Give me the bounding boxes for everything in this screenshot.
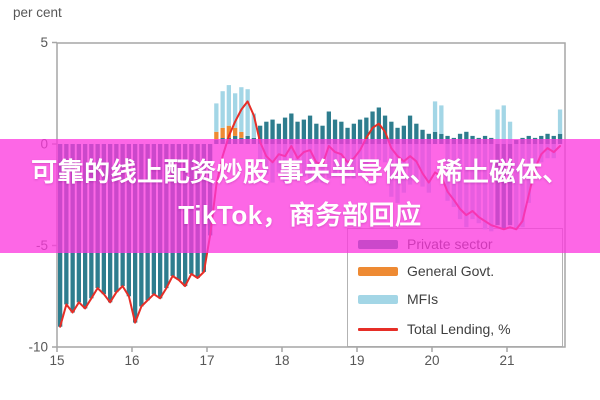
bar-segment (251, 113, 256, 138)
x-tick-label: 15 (49, 353, 64, 368)
general-govt-swatch-icon (358, 266, 398, 276)
x-axis: 15 16 17 18 19 20 21 (49, 347, 515, 368)
bar-segment (220, 91, 225, 128)
legend-item-total-lending: Total Lending, % (358, 320, 511, 338)
mfis-swatch-icon (358, 294, 398, 304)
x-tick-label: 16 (124, 353, 139, 368)
bar-segment (245, 89, 250, 136)
x-tick-label: 18 (274, 353, 289, 368)
bar-segment (239, 131, 244, 138)
y-axis-unit-label: per cent (13, 5, 62, 20)
legend-item-general-govt: General Govt. (358, 262, 494, 280)
bar-segment (439, 105, 444, 134)
x-tick-label: 21 (499, 353, 514, 368)
bar-segment (239, 87, 244, 132)
legend-label: MFIs (407, 291, 439, 307)
legend-item-mfis: MFIs (358, 290, 438, 308)
x-tick-label: 20 (424, 353, 439, 368)
promo-overlay-banner: 可靠的线上配资炒股 事关半导体、稀土磁体、TikTok，商务部回应 (0, 139, 600, 253)
bar-segment (557, 109, 563, 134)
bar-segment (226, 85, 231, 126)
legend-label: General Govt. (407, 263, 495, 279)
bar-segment (214, 103, 219, 132)
bar-segment (220, 127, 225, 138)
bar-segment (233, 127, 238, 136)
promo-overlay-text: 可靠的线上配资炒股 事关半导体、稀土磁体、TikTok，商务部回应 (31, 157, 569, 230)
legend-label: Total Lending, % (407, 321, 511, 337)
bar-segment (432, 101, 438, 132)
x-tick-label: 19 (349, 353, 364, 368)
y-tick-label: -10 (28, 340, 48, 355)
x-tick-label: 17 (199, 353, 214, 368)
y-tick-label: 5 (40, 35, 48, 50)
bar-segment (233, 93, 238, 128)
total-lending-line-swatch-icon (358, 327, 398, 331)
bar-segment (226, 125, 231, 138)
